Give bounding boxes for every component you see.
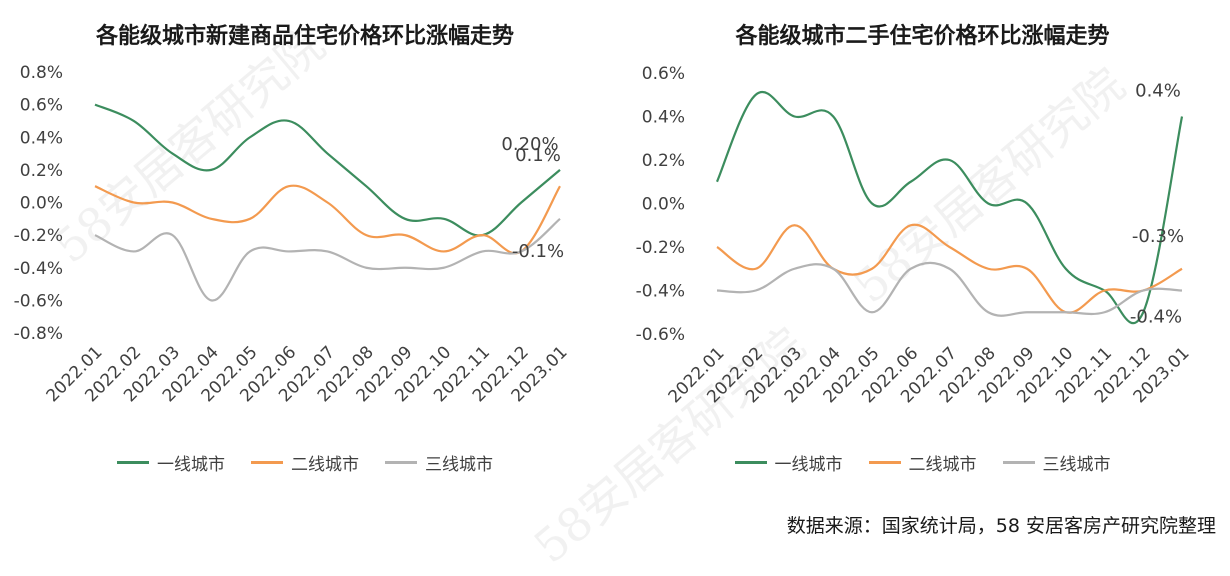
series-line-1 (95, 105, 560, 236)
y-tick-label: -0.2% (636, 238, 685, 258)
y-tick-label: 0.2% (20, 161, 63, 181)
legend-item-tier2: 二线城市 (869, 450, 977, 475)
second-hand-price-chart: 各能级城市二手住宅价格环比涨幅走势 0.6%0.4%0.2%0.0%-0.2%-… (615, 0, 1230, 548)
y-tick-label: -0.4% (636, 282, 685, 302)
legend-item-tier3: 三线城市 (385, 450, 493, 475)
y-tick-label: -0.6% (636, 325, 685, 345)
legend-swatch (735, 461, 767, 464)
data-label: -0.1% (512, 241, 564, 262)
y-tick-label: 0.4% (642, 108, 685, 128)
legend-swatch (385, 461, 417, 464)
legend-swatch (1003, 461, 1035, 464)
data-label: -0.3% (1132, 226, 1184, 247)
y-tick-label: -0.4% (14, 259, 63, 279)
data-label: 0.4% (1135, 81, 1181, 102)
data-label: 0.1% (515, 145, 561, 166)
legend-swatch (251, 461, 283, 464)
y-tick-label: 0.4% (20, 128, 63, 148)
legend-label: 一线城市 (157, 450, 225, 475)
y-tick-label: 0.0% (20, 194, 63, 214)
chart-legend: 一线城市 二线城市 三线城市 (0, 450, 610, 475)
legend-label: 二线城市 (291, 450, 359, 475)
legend-item-tier3: 三线城市 (1003, 450, 1111, 475)
y-tick-label: -0.2% (14, 226, 63, 246)
y-tick-label: -0.8% (14, 324, 63, 344)
legend-label: 一线城市 (775, 450, 843, 475)
data-label: -0.4% (1130, 307, 1182, 328)
legend-item-tier2: 二线城市 (251, 450, 359, 475)
legend-swatch (117, 461, 149, 464)
y-tick-label: -0.6% (14, 291, 63, 311)
legend-label: 三线城市 (1043, 450, 1111, 475)
legend-swatch (869, 461, 901, 464)
legend-item-tier1: 一线城市 (117, 450, 225, 475)
legend-item-tier1: 一线城市 (735, 450, 843, 475)
y-tick-label: 0.6% (642, 64, 685, 84)
y-tick-label: 0.8% (20, 63, 63, 83)
y-tick-label: 0.6% (20, 96, 63, 116)
new-home-price-chart: 各能级城市新建商品住宅价格环比涨幅走势 0.8%0.6%0.4%0.2%0.0%… (0, 0, 610, 548)
y-tick-label: 0.2% (642, 151, 685, 171)
legend-label: 三线城市 (425, 450, 493, 475)
y-tick-label: 0.0% (642, 195, 685, 215)
chart-legend: 一线城市 二线城市 三线城市 (615, 450, 1230, 475)
series-line-2 (95, 186, 560, 254)
legend-label: 二线城市 (909, 450, 977, 475)
data-source-note: 数据来源：国家统计局，58 安居客房产研究院整理 (787, 511, 1216, 538)
